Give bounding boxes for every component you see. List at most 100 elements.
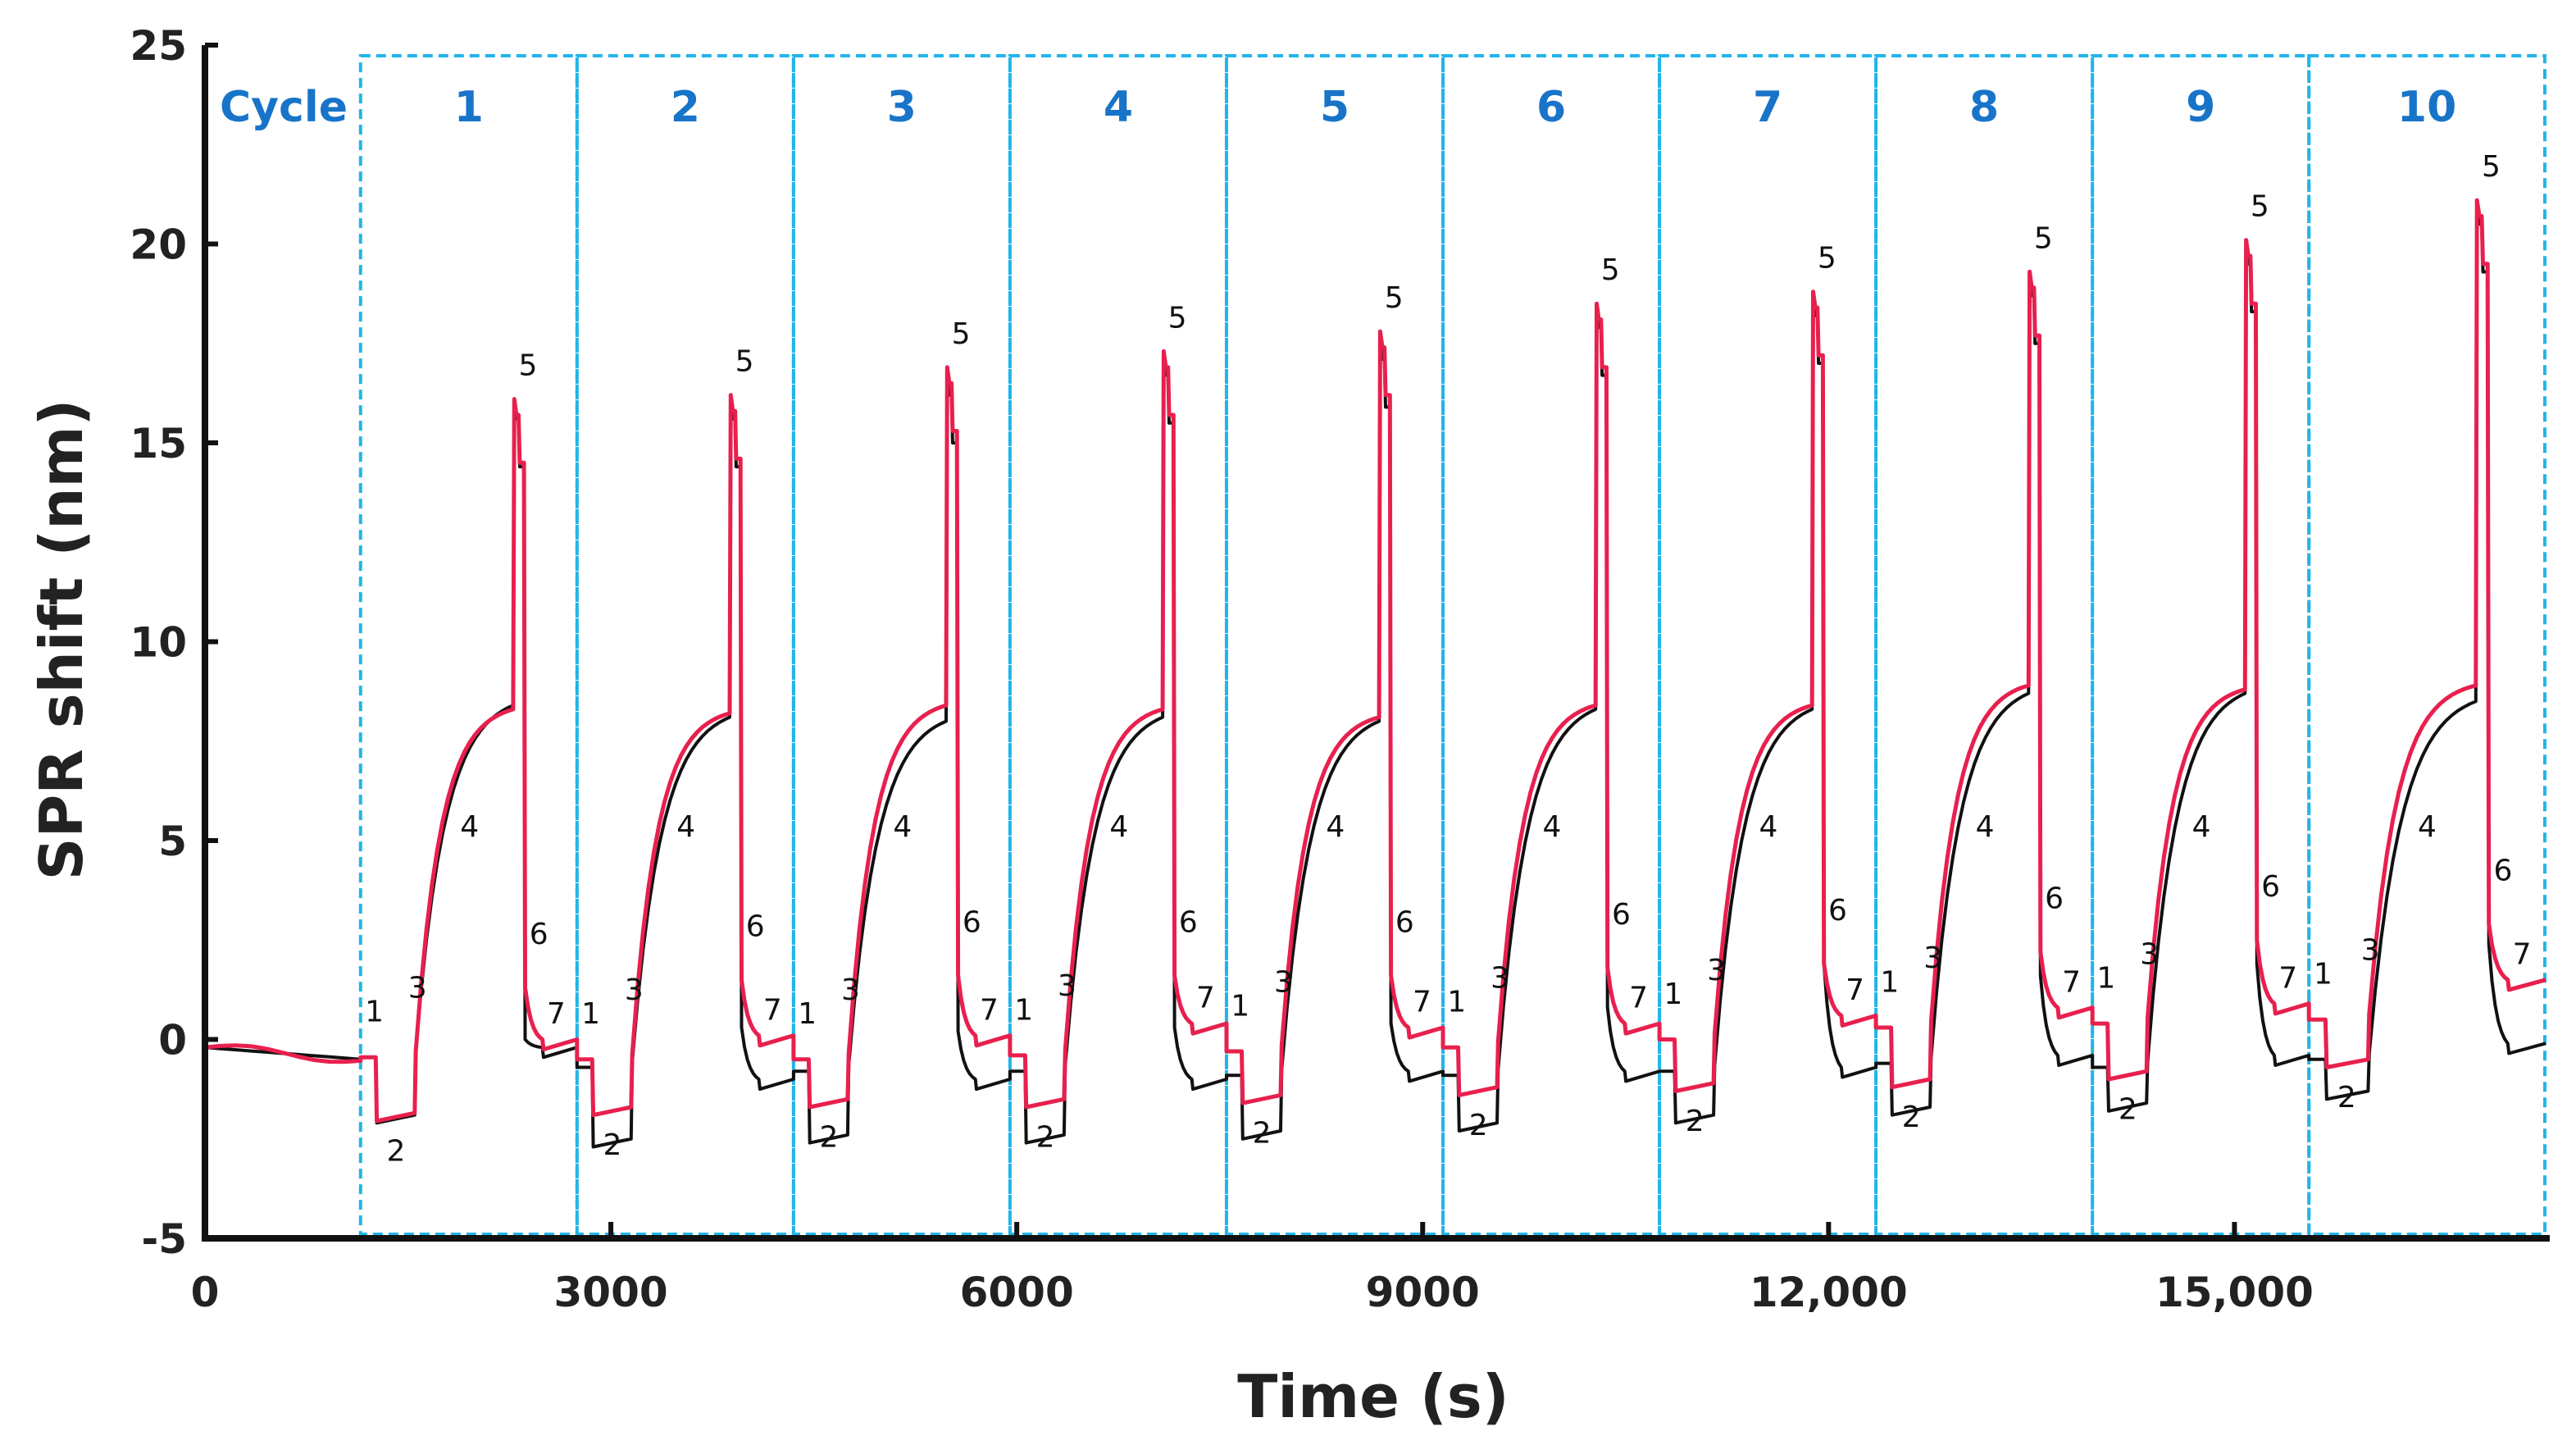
step-number-label: 4: [893, 810, 912, 844]
step-number-label: 2: [820, 1120, 839, 1154]
step-number-label: 5: [735, 345, 754, 379]
step-number-label: 3: [1707, 954, 1726, 987]
step-number-label: 4: [676, 810, 695, 844]
step-number-label: 5: [2482, 150, 2501, 184]
y-tick-label: 15: [130, 420, 187, 467]
step-number-label: 3: [2140, 937, 2159, 971]
cycle-box: [358, 54, 579, 1236]
step-number-label: 3: [625, 973, 644, 1007]
step-number-label: 6: [2261, 870, 2280, 904]
cycle-number-label: 1: [454, 83, 484, 132]
step-number-label: 1: [1663, 978, 1682, 1011]
step-number-label: 2: [386, 1134, 405, 1168]
y-ticks: -5 0 5 10 15 20 25: [130, 22, 218, 1263]
y-tick-label: 25: [130, 22, 187, 70]
step-number-label: 3: [1923, 941, 1942, 975]
step-number-label: 3: [408, 972, 427, 1005]
step-number-label: 4: [1976, 810, 1995, 844]
x-tick-label: 12,000: [1750, 1269, 1908, 1316]
cycle-number-label: 7: [1753, 83, 1782, 132]
cycle-box: [575, 54, 795, 1236]
step-number-label: 6: [1395, 906, 1414, 940]
step-number-label: 5: [952, 317, 971, 351]
step-number-label: 2: [2119, 1093, 2137, 1127]
cycle-number-label: 6: [1536, 83, 1566, 132]
step-number-label: 2: [2337, 1081, 2356, 1114]
step-number-label: 7: [763, 993, 782, 1027]
step-number-label: 7: [1629, 982, 1648, 1015]
cycle-box: [791, 54, 1012, 1236]
x-tick-label: 0: [191, 1269, 220, 1316]
step-number-label: 3: [2361, 934, 2380, 968]
cycle-number-label: 9: [2186, 83, 2215, 132]
step-number-label: 6: [1612, 898, 1631, 932]
step-number-label: 1: [2314, 958, 2333, 991]
step-number-label: 4: [1326, 810, 1345, 844]
cycle-number-label: 8: [1969, 83, 1999, 132]
cycle-number-label: 5: [1320, 83, 1349, 132]
step-number-label: 1: [365, 996, 384, 1029]
step-number-label: 6: [1179, 906, 1198, 940]
step-number-label: 1: [1447, 986, 1466, 1019]
cycle-number-label: 10: [2397, 83, 2456, 132]
step-number-label: 3: [1491, 961, 1509, 995]
y-axis-title: SPR shift (nm): [27, 399, 96, 881]
cycle-box: [2091, 54, 2311, 1236]
step-number-label: 5: [1601, 253, 1620, 287]
step-number-label: 6: [2045, 882, 2064, 915]
step-number-label: 7: [980, 993, 999, 1027]
step-number-label: 2: [1469, 1109, 1488, 1142]
step-number-label: 4: [2192, 810, 2211, 844]
step-number-label: 2: [1902, 1101, 1921, 1134]
step-number-label: 4: [1759, 810, 1778, 844]
cycle-number-label: 4: [1104, 83, 1133, 132]
step-number-label: 4: [2418, 810, 2437, 844]
cycle-box: [1441, 54, 1662, 1236]
step-number-label: 7: [2513, 937, 2532, 971]
cycle-box: [1658, 54, 1878, 1236]
black-trace-line: [204, 206, 2546, 1149]
step-number-label: 1: [1231, 989, 1249, 1023]
step-number-label: 5: [2251, 190, 2269, 224]
cycle-box: [1008, 54, 1228, 1236]
step-number-label: 4: [1109, 810, 1128, 844]
step-number-label: 7: [1846, 973, 1864, 1007]
step-number-label: 3: [1274, 965, 1293, 999]
cycle-box: [1874, 54, 2095, 1236]
step-number-label: 2: [1686, 1105, 1704, 1138]
step-number-label: 5: [2034, 221, 2053, 255]
x-tick-label: 15,000: [2155, 1269, 2314, 1316]
x-tick-label: 6000: [960, 1269, 1074, 1316]
y-tick-label: -5: [141, 1215, 187, 1263]
cycle-box: [2307, 54, 2547, 1236]
y-tick-label: 5: [158, 818, 187, 865]
y-tick-label: 20: [130, 221, 187, 269]
step-number-label: 7: [1196, 982, 1215, 1015]
step-number-label: 6: [530, 918, 548, 951]
step-number-label: 2: [603, 1128, 622, 1162]
step-number-label: 3: [841, 973, 860, 1007]
x-tick-label: 9000: [1366, 1269, 1480, 1316]
step-number-label: 4: [1542, 810, 1561, 844]
step-number-label: 1: [1880, 965, 1899, 999]
step-number-label: 7: [547, 997, 566, 1031]
step-number-label: 7: [2278, 961, 2297, 995]
step-number-label: 5: [519, 349, 538, 383]
cycle-boxes: 1 2 3 4 5 6 7 8 9 10: [358, 54, 2547, 1236]
step-number-label: 6: [963, 906, 981, 940]
x-axis-title: Time (s): [1237, 1362, 1509, 1431]
step-number-label: 2: [1036, 1120, 1055, 1154]
step-number-label: 1: [2096, 961, 2115, 995]
step-number-label: 5: [1168, 301, 1187, 335]
step-number-label: 7: [1413, 986, 1431, 1019]
step-number-label: 1: [581, 997, 600, 1031]
step-number-label: 5: [1818, 242, 1836, 276]
x-tick-label: 3000: [554, 1269, 668, 1316]
step-number-label: 1: [798, 997, 817, 1031]
step-number-label: 6: [746, 909, 765, 943]
cycle-box: [1224, 54, 1445, 1236]
step-number-label: 2: [1253, 1117, 1272, 1151]
cycle-header: Cycle: [220, 83, 348, 132]
